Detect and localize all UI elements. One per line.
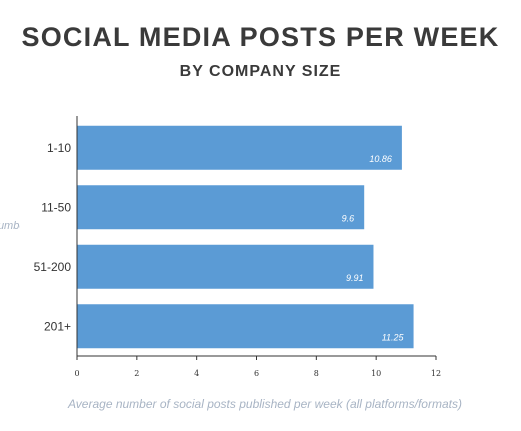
category-label-1-10: 1-10 [47, 141, 71, 155]
chart-subtitle: BY COMPANY SIZE [179, 63, 342, 80]
x-axis-label: Average number of social posts published… [68, 397, 462, 411]
x-tick-label-2: 2 [134, 369, 139, 378]
x-tick-label-6: 6 [254, 369, 259, 378]
data-label-51-200: 9.91 [346, 273, 364, 283]
bar-11-50 [77, 185, 365, 230]
category-label-51-200: 51-200 [34, 260, 72, 274]
category-label-201+: 201+ [44, 319, 71, 333]
bar-1-10 [77, 125, 402, 170]
data-label-201+: 11.25 [382, 332, 405, 342]
x-axis-ticks: 0 2 4 6 8 10 12 [74, 356, 441, 378]
x-tick-label-8: 8 [314, 369, 319, 378]
x-tick-label-12: 12 [431, 369, 441, 378]
bars-group: 10.86 1-10 9.6 11-50 9.91 51-200 11.25 201+ [34, 125, 414, 349]
category-label-11-50: 11-50 [41, 200, 71, 214]
bar-51-200 [77, 244, 374, 289]
chart-title: SOCIAL MEDIA POSTS PER WEEK [21, 22, 500, 52]
x-tick-label-4: 4 [194, 369, 199, 378]
bar-201+ [77, 304, 414, 349]
y-axis-label: Number of employees [0, 220, 20, 232]
data-label-11-50: 9.6 [342, 213, 355, 223]
x-tick-label-0: 0 [74, 369, 79, 378]
x-tick-label-10: 10 [371, 369, 381, 378]
data-label-1-10: 10.86 [369, 154, 392, 164]
